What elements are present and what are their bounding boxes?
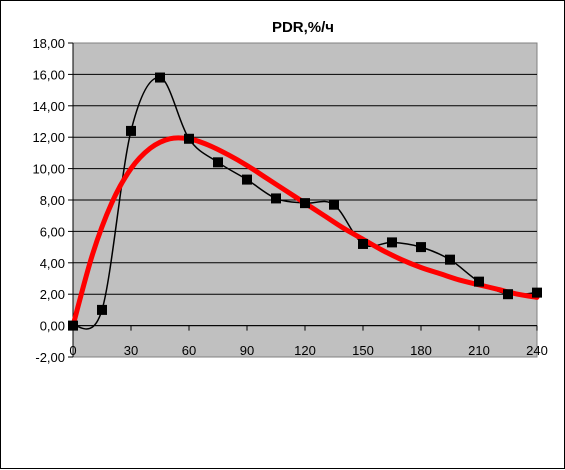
y-tick-label: -2,00 [35,350,65,365]
y-tick-label: 12,00 [32,130,65,145]
data-point-marker [474,276,484,287]
data-point-marker [358,238,368,249]
data-point-marker [213,157,223,168]
y-tick-label: 10,00 [32,162,65,177]
data-point-marker [271,193,281,204]
x-tick-label: 150 [352,343,374,358]
x-tick-label: 60 [182,343,196,358]
data-point-marker [445,254,455,265]
y-tick-label: 2,00 [40,287,65,302]
data-point-marker [97,304,107,315]
chart-title: PDR,%/ч [272,19,334,36]
markers [68,72,542,331]
data-point-marker [329,199,339,210]
x-tick-label: 120 [294,343,316,358]
data-point-marker [416,242,426,253]
y-tick-label: 6,00 [40,224,65,239]
axes: -2,00 0,00 2,00 4,00 6,00 8,00 10,00 12,00 14,00… [32,36,547,365]
y-tick-label: 14,00 [32,99,65,114]
data-point-marker [68,320,78,331]
y-tick-label: 16,00 [32,67,65,82]
x-tick-label: 210 [468,343,490,358]
y-tick-label: 4,00 [40,256,65,271]
y-tick-label: 0,00 [40,319,65,334]
data-point-marker [503,289,513,300]
y-tick-label: 8,00 [40,193,65,208]
data-point-marker [532,287,542,298]
data-point-marker [126,125,136,136]
x-tick-label: 180 [410,343,432,358]
data-point-marker [300,198,310,209]
x-tick-label: 30 [124,343,138,358]
data-point-marker [155,72,165,83]
data-point-marker [184,133,194,144]
data-point-marker [387,237,397,248]
x-tick-label: 90 [240,343,254,358]
x-tick-label: 240 [526,343,548,358]
data-point-marker [242,174,252,185]
y-tick-label: 18,00 [32,36,65,51]
x-tick-label: 0 [69,343,76,358]
